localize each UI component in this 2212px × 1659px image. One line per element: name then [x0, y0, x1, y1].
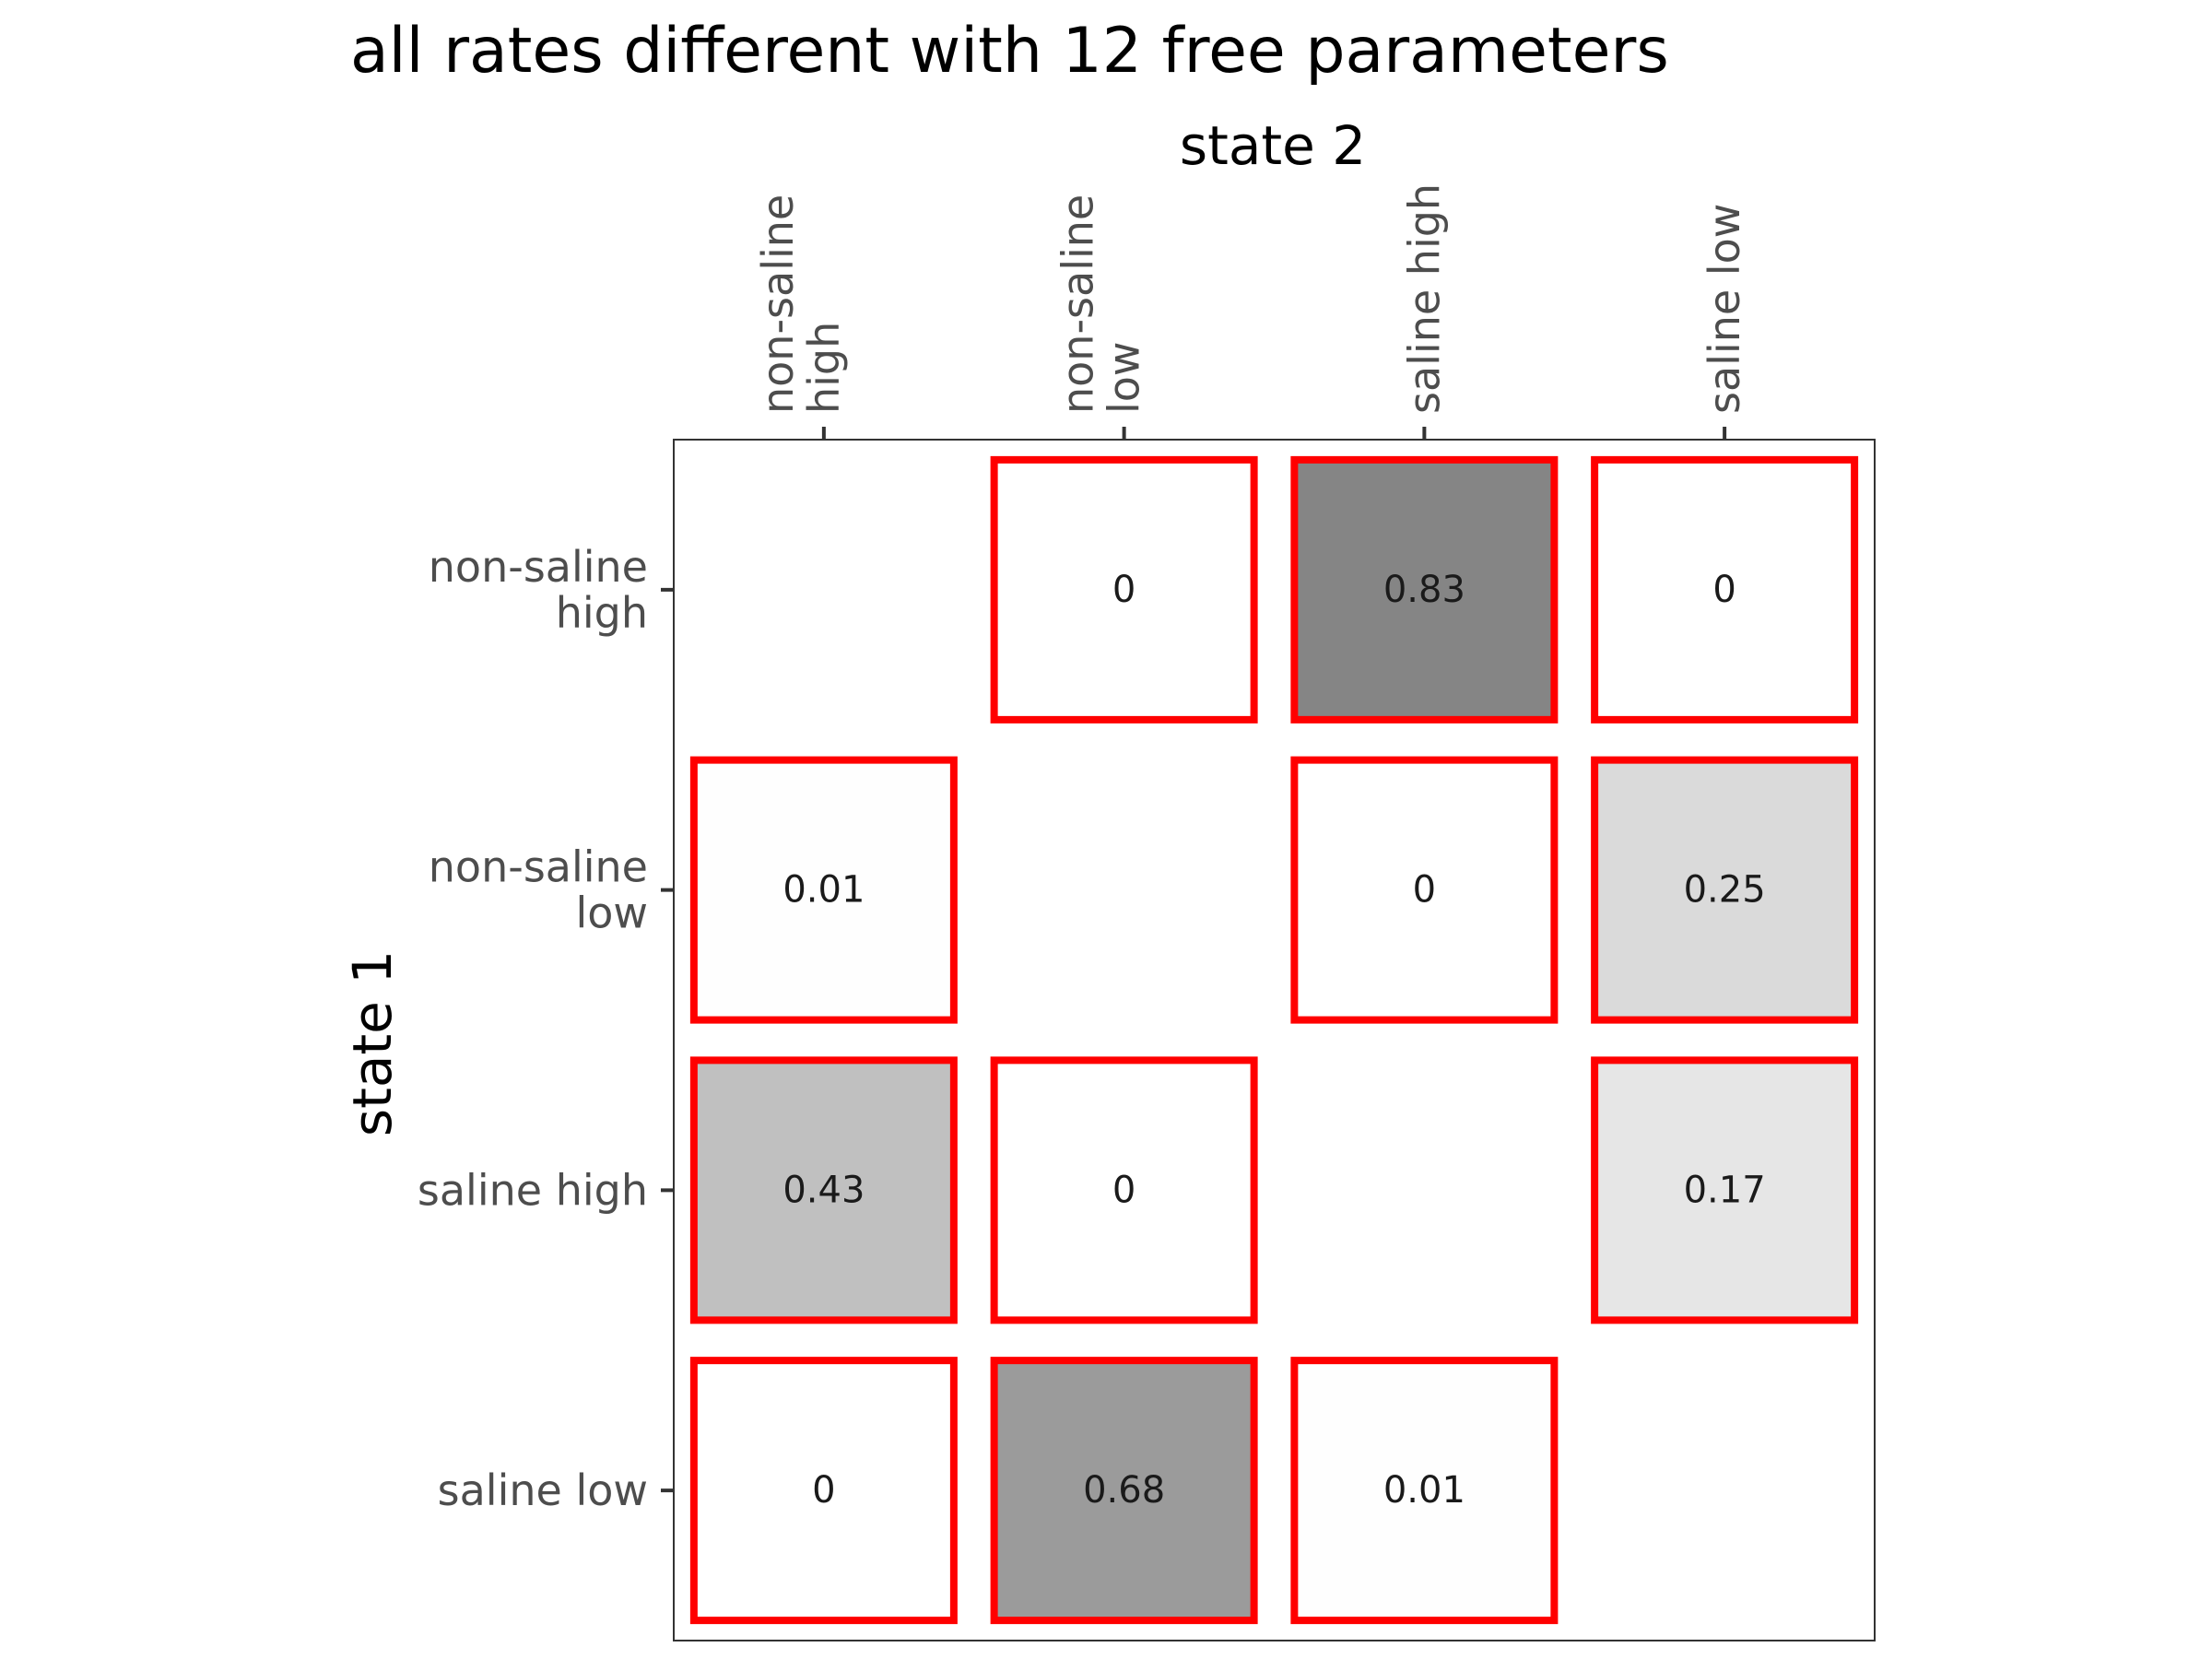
heatmap-cell [689, 756, 958, 1024]
cell-value-label: 0.68 [1083, 1469, 1165, 1512]
cell-value-label: 0 [1112, 569, 1135, 611]
heatmap-cell [1290, 756, 1559, 1024]
x-tick-label: low [1100, 341, 1149, 414]
y-tick-label: high [556, 588, 648, 638]
heatmap-cell [1591, 1056, 1859, 1324]
cell-value-label: 0.83 [1383, 569, 1465, 611]
cell-value-label: 0.43 [782, 1169, 865, 1211]
y-axis-title: state 1 [341, 950, 404, 1136]
heatmap-cell [1290, 1357, 1559, 1625]
cell-value-label: 0.17 [1684, 1169, 1766, 1211]
axis-ticks [661, 427, 1727, 1493]
y-tick-label: saline high [418, 1165, 648, 1215]
y-tick-label: saline low [438, 1465, 648, 1515]
cell-value-label: 0.25 [1684, 869, 1766, 912]
heatmap-cell [990, 1357, 1258, 1625]
heatmap-cell [1290, 455, 1559, 724]
x-tick-label: non-saline [753, 194, 803, 414]
x-tick-label: high [799, 322, 849, 414]
y-tick-label: non-saline [429, 542, 648, 592]
cell-value-label: 0 [1712, 569, 1735, 611]
cell-value-label: 0 [812, 1469, 835, 1512]
heatmap-cell [689, 1357, 958, 1625]
heatmap-cell [990, 455, 1258, 724]
chart-title: all rates different with 12 free paramet… [350, 15, 1669, 88]
heatmap-cells: 0 0.83 0 0.01 0 0.25 0.43 0 0.17 0 0.68 0.01 [689, 455, 1859, 1625]
panel-border [673, 439, 1876, 1641]
heatmap-cell [990, 1056, 1258, 1324]
cell-value-label: 0.01 [1383, 1469, 1465, 1512]
y-tick-label: non-saline [429, 842, 648, 892]
x-tick-label: saline low [1700, 204, 1749, 414]
x-axis-title: state 2 [1180, 114, 1366, 177]
heatmap-cell [689, 1056, 958, 1324]
cell-value-label: 0 [1413, 869, 1436, 912]
y-tick-label: low [575, 888, 648, 938]
heatmap-cell [1591, 455, 1859, 724]
cell-value-label: 0 [1112, 1169, 1135, 1211]
x-tick-label: non-saline [1053, 194, 1103, 414]
x-tick-label: saline high [1399, 183, 1449, 414]
cell-value-label: 0.01 [782, 869, 865, 912]
heatmap-cell [1591, 756, 1859, 1024]
